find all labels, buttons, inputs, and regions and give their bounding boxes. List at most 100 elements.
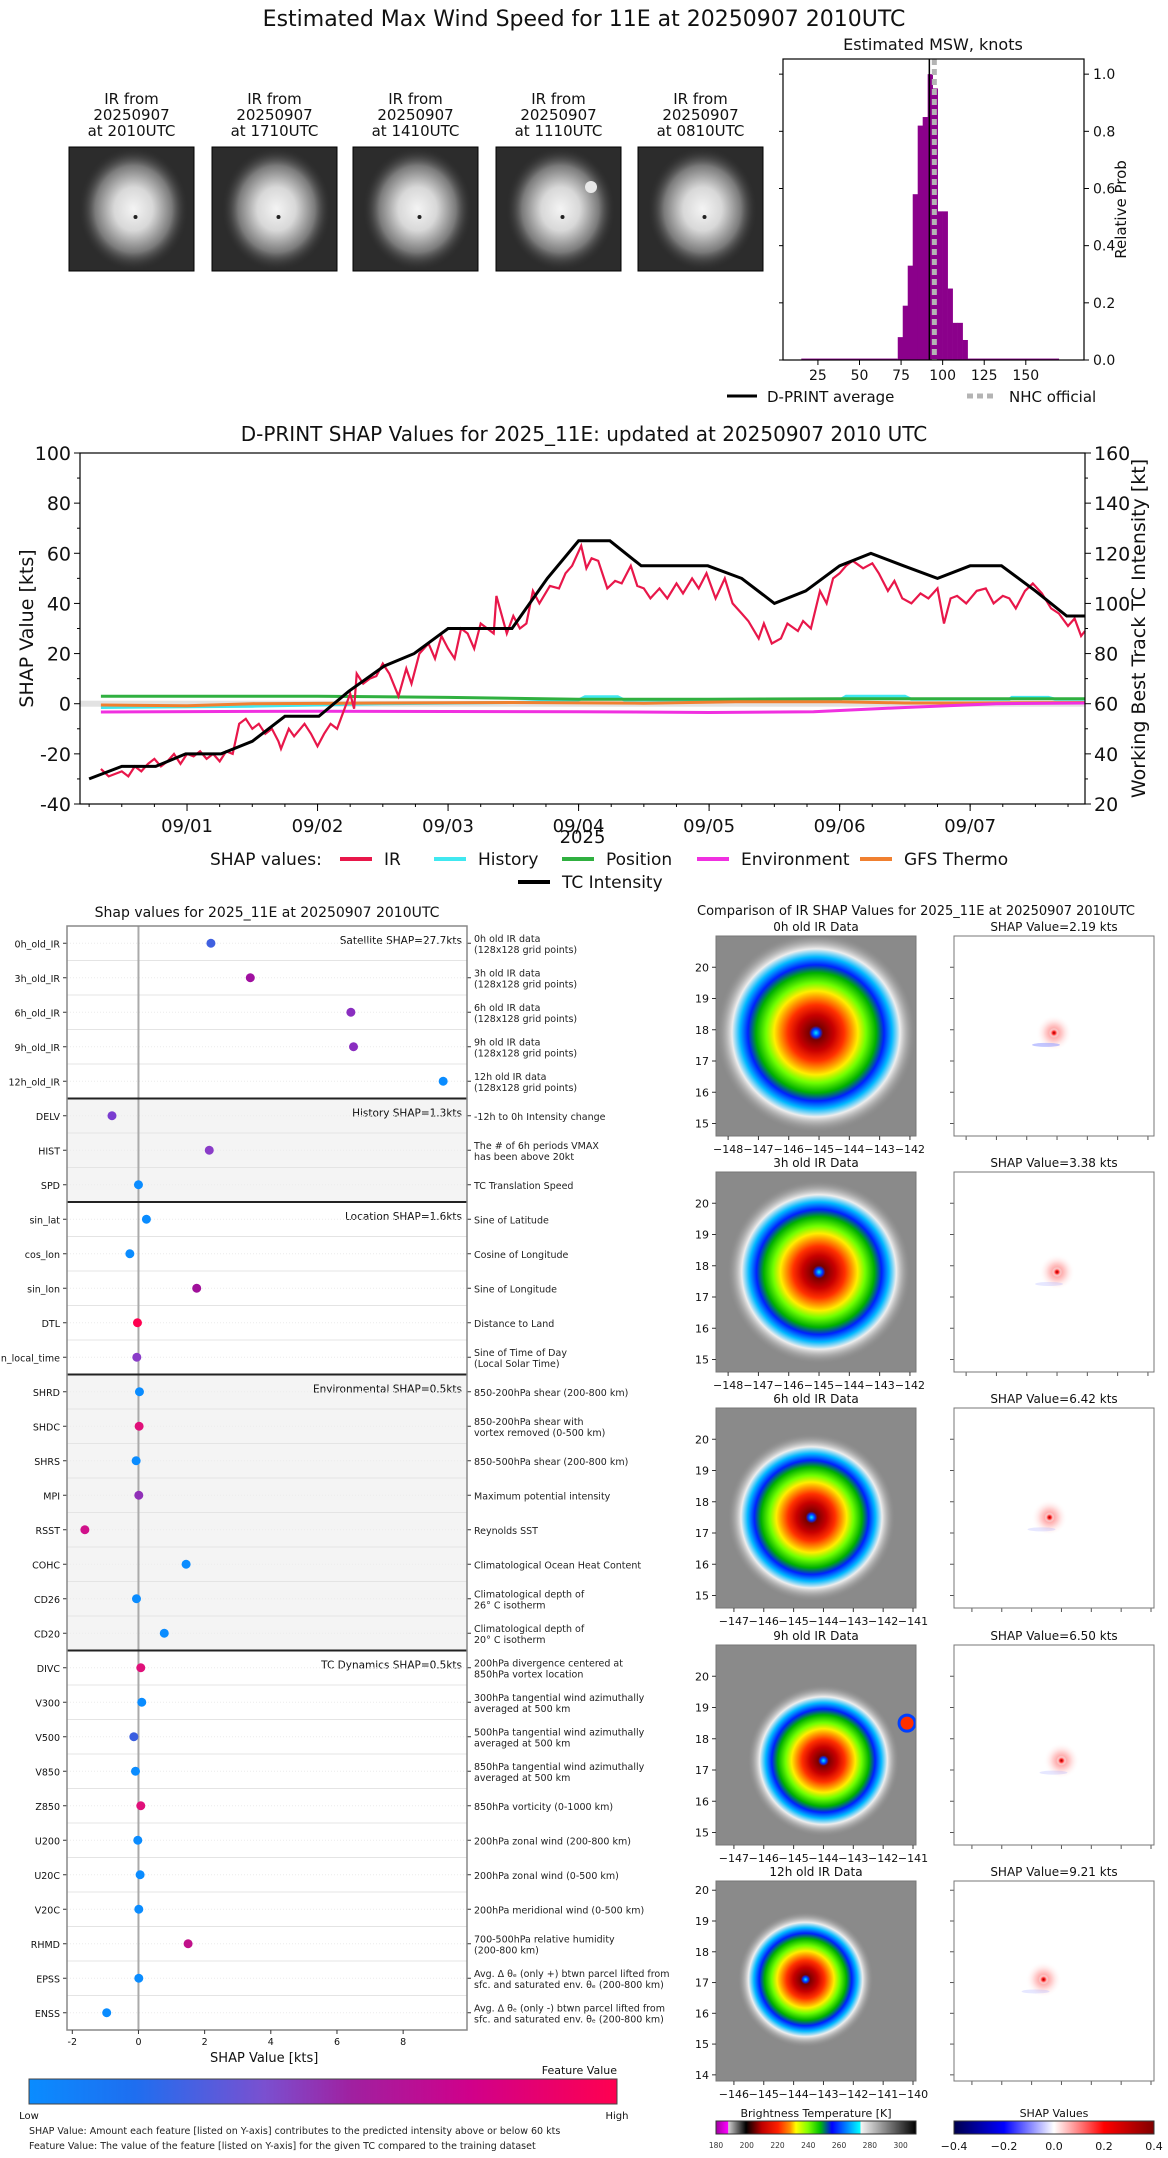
shap-dot bbox=[134, 1490, 144, 1500]
storm-eye bbox=[702, 215, 707, 219]
shap-dot bbox=[131, 1594, 141, 1604]
feature-name: SHDC bbox=[33, 1422, 60, 1433]
feature-name: V300 bbox=[35, 1698, 60, 1709]
y-right-tick-label: 120 bbox=[1094, 543, 1130, 565]
shap-dot bbox=[102, 2008, 112, 2018]
lon-tick-label: −144 bbox=[834, 1143, 864, 1156]
series-line-ir bbox=[100, 542, 1086, 778]
legend-label: Environment bbox=[741, 850, 850, 870]
lon-tick-label: −145 bbox=[779, 1852, 809, 1865]
feature-description: sfc. and saturated env. θₑ (200-800 km) bbox=[474, 2014, 664, 2025]
group-shap-label: History SHAP=1.3kts bbox=[352, 1108, 462, 1120]
shap-dot bbox=[133, 1180, 143, 1190]
shap-dot bbox=[141, 1214, 151, 1224]
feature-description: 850-200hPa shear (200-800 km) bbox=[474, 1388, 628, 1399]
x-tick-label: 4 bbox=[268, 2037, 274, 2048]
feature-description: 20° C isotherm bbox=[474, 1635, 546, 1646]
thumbnail-label: 20250907 bbox=[93, 106, 169, 124]
thumbnail-label: 20250907 bbox=[520, 106, 596, 124]
legend-dprint-label: D-PRINT average bbox=[767, 388, 894, 406]
shap-dot bbox=[136, 1801, 146, 1811]
storm-cloud bbox=[78, 147, 189, 271]
feature-description: Cosine of Longitude bbox=[474, 1250, 569, 1261]
feature-description: 12h old IR data bbox=[474, 1072, 546, 1083]
colorbar-title: Feature Value bbox=[542, 2064, 618, 2077]
convective-blob bbox=[897, 1713, 916, 1733]
lat-tick-label: 15 bbox=[695, 1118, 709, 1131]
feature-description: TC Translation Speed bbox=[473, 1181, 573, 1192]
lon-tick-label: −142 bbox=[895, 1143, 925, 1156]
shap-dot bbox=[134, 1973, 144, 1983]
feature-name: CD20 bbox=[34, 1629, 60, 1640]
feature-description: 0h old IR data bbox=[474, 934, 540, 945]
feature-name: MPI bbox=[43, 1491, 60, 1502]
feature-description: Climatological depth of bbox=[474, 1624, 585, 1635]
feature-description: (128x128 grid points) bbox=[474, 1083, 577, 1094]
lon-tick-label: −141 bbox=[868, 2088, 898, 2101]
shap-dot bbox=[107, 1111, 117, 1121]
lon-tick-label: −141 bbox=[898, 1852, 928, 1865]
lat-tick-label: 18 bbox=[695, 1024, 709, 1037]
histogram-bar bbox=[942, 211, 948, 360]
lon-tick-label: −144 bbox=[779, 2088, 809, 2101]
lat-tick-label: 17 bbox=[695, 1977, 709, 1990]
feature-name: V850 bbox=[35, 1767, 60, 1778]
feature-name: 6h_old_IR bbox=[15, 1008, 61, 1019]
shap-image bbox=[953, 1880, 1155, 2082]
storm-eye bbox=[276, 215, 281, 219]
lat-tick-label: 18 bbox=[695, 1496, 709, 1509]
x-axis-label: SHAP Value [kts] bbox=[210, 2051, 318, 2066]
ir-image bbox=[716, 1172, 916, 1372]
feature-description: vortex removed (0-500 km) bbox=[474, 1428, 605, 1439]
shap-dot bbox=[206, 938, 216, 948]
lon-tick-label: −148 bbox=[713, 1143, 743, 1156]
y-axis-label: SHAP Value [kts] bbox=[16, 549, 38, 707]
histogram-bar bbox=[967, 358, 1060, 360]
feature-description: 850-500hPa shear (200-800 km) bbox=[474, 1457, 628, 1468]
legend-label: GFS Thermo bbox=[904, 850, 1008, 870]
x-tick-label: 6 bbox=[334, 2037, 340, 2048]
x-tick-label: 25 bbox=[809, 368, 827, 384]
feature-description: 26° C isotherm bbox=[474, 1600, 546, 1611]
histogram-title: Estimated MSW, knots bbox=[843, 35, 1023, 54]
y-right-axis-label: Working Best Track TC Intensity [kt] bbox=[1128, 459, 1150, 798]
y-tick-label: 20 bbox=[47, 644, 71, 666]
shap-dot bbox=[136, 1663, 146, 1673]
thumbnail-label: 20250907 bbox=[236, 106, 312, 124]
feature-name: CD26 bbox=[34, 1595, 60, 1606]
feature-description: (128x128 grid points) bbox=[474, 979, 577, 990]
ir-image-frame bbox=[715, 935, 917, 1137]
feature-description: (Local Solar Time) bbox=[474, 1359, 560, 1370]
x-tick-label: 09/05 bbox=[683, 816, 735, 837]
feature-name: 9h_old_IR bbox=[15, 1043, 61, 1054]
lat-tick-label: 15 bbox=[695, 1590, 709, 1603]
lon-tick-label: −147 bbox=[743, 1143, 773, 1156]
dot-plot-title: Shap values for 2025_11E at 20250907 201… bbox=[95, 905, 440, 921]
lon-tick-label: −145 bbox=[749, 2088, 779, 2101]
shap-colorbar-tick: 0.2 bbox=[1095, 2140, 1113, 2153]
storm-eye bbox=[560, 215, 565, 219]
lon-tick-label: −144 bbox=[808, 1615, 838, 1628]
lon-tick-label: −146 bbox=[749, 1615, 779, 1628]
shap-dot bbox=[204, 1145, 214, 1155]
shap-dot bbox=[137, 1697, 147, 1707]
timeseries-title: D-PRINT SHAP Values for 2025_11E: update… bbox=[241, 422, 928, 446]
feature-description: The # of 6h periods VMAX bbox=[473, 1141, 599, 1152]
lat-tick-label: 15 bbox=[695, 1354, 709, 1367]
shap-dot bbox=[131, 1456, 141, 1466]
colorbar-low-label: Low bbox=[19, 2111, 39, 2122]
ir-image-frame bbox=[715, 1171, 917, 1373]
storm-cloud bbox=[221, 147, 332, 271]
y-right-tick-label: 60 bbox=[1094, 694, 1118, 716]
shap-negative-streak bbox=[1032, 1042, 1060, 1047]
lat-tick-label: 20 bbox=[695, 1197, 709, 1210]
shap-colorbar-tick: −0.4 bbox=[941, 2140, 968, 2153]
x-tick-label: 75 bbox=[892, 368, 910, 384]
bt-colorbar-tick: 240 bbox=[801, 2141, 816, 2150]
footnote: SHAP Value: Amount each feature [listed … bbox=[29, 2126, 560, 2137]
feature-description: 850hPa vortex location bbox=[474, 1669, 583, 1680]
lon-tick-label: −140 bbox=[898, 2088, 928, 2101]
lon-tick-label: −147 bbox=[719, 1615, 749, 1628]
feature-name: RSST bbox=[36, 1526, 61, 1537]
lat-tick-label: 19 bbox=[695, 1915, 709, 1928]
